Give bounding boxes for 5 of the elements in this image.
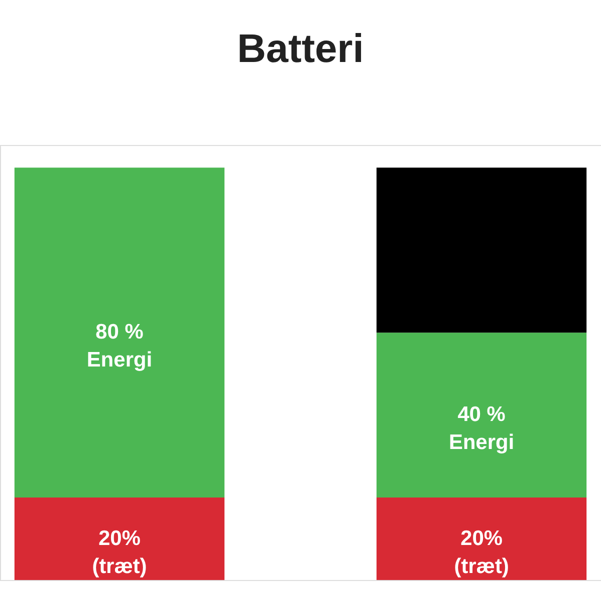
data-label: 20% (træt)	[454, 526, 509, 578]
chart-title: Batteri	[237, 27, 364, 71]
data-label: 80 % Energi	[86, 320, 152, 372]
data-label: 20% (træt)	[92, 526, 147, 578]
data-label: 40 % Energi	[448, 403, 514, 454]
